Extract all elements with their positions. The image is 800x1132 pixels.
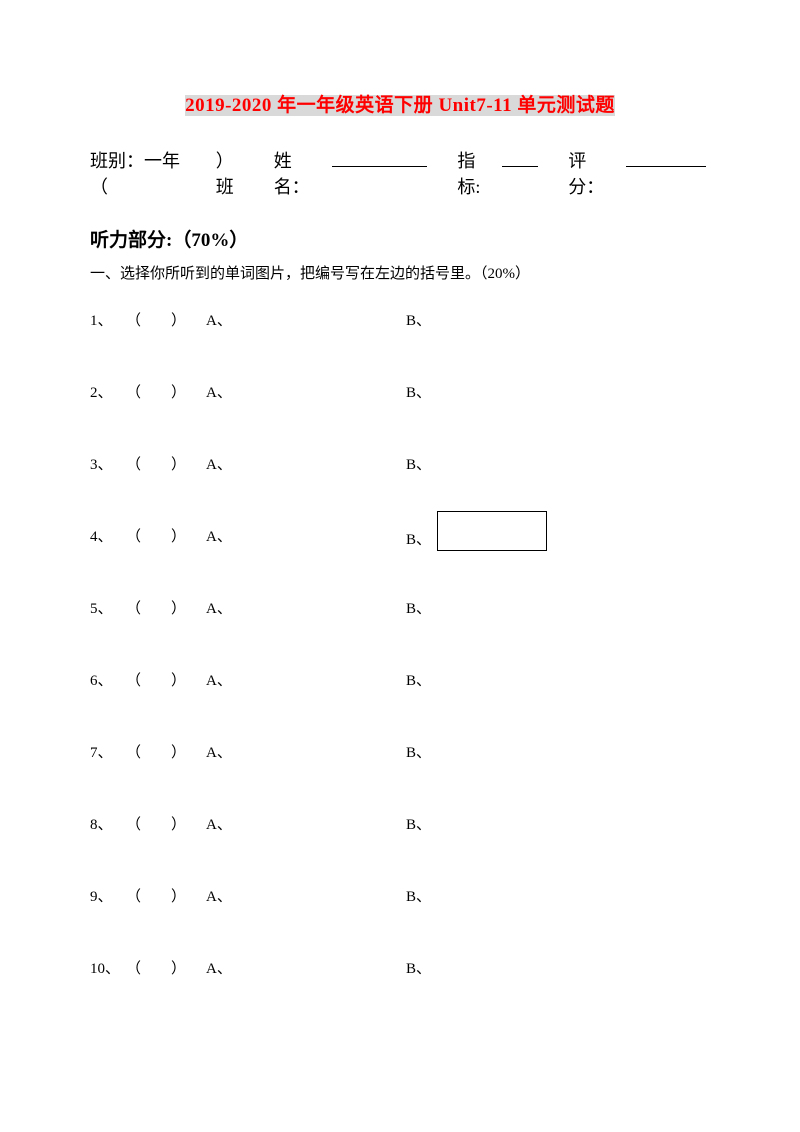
option-a: A、 [206,957,406,978]
option-a: A、 [206,813,406,834]
question-row: 10、（ ）A、B、 [90,957,710,1029]
answer-paren[interactable]: （ ） [126,885,206,906]
option-b: B、 [406,597,431,618]
question-row: 7、（ ）A、B、 [90,741,710,813]
question-number: 7、 [90,741,126,762]
option-a: A、 [206,597,406,618]
info-line: 班别：一年（ ）班 姓名： 指标: 评分： [90,147,710,199]
answer-paren[interactable]: （ ） [126,813,206,834]
question-list: 1、（ ）A、B、2、（ ）A、B、3、（ ）A、B、4、（ ）A、B、5、（ … [90,309,710,1029]
question-number: 8、 [90,813,126,834]
option-a: A、 [206,741,406,762]
title-part1: 2019-2020 [185,95,272,116]
option-a: A、 [206,309,406,330]
name-label: 姓名： [274,147,328,199]
question-row: 8、（ ）A、B、 [90,813,710,885]
question-row: 5、（ ）A、B、 [90,597,710,669]
option-b: B、 [406,381,431,402]
question-row: 3、（ ）A、B、 [90,453,710,525]
option-b: B、 [406,309,431,330]
answer-paren[interactable]: （ ） [126,741,206,762]
title-part3: Unit7-11 [438,95,512,116]
question-number: 3、 [90,453,126,474]
title-part2: 年一年级英语下册 [272,95,439,116]
question-number: 10、 [90,957,126,978]
target-blank[interactable] [502,149,538,167]
question-number: 5、 [90,597,126,618]
question-row: 1、（ ）A、B、 [90,309,710,381]
title-part4: 单元测试题 [512,95,615,116]
score-blank[interactable] [626,149,706,167]
answer-paren[interactable]: （ ） [126,381,206,402]
option-b: B、 [406,525,547,551]
option-a: A、 [206,669,406,690]
class-suffix: ）班 [216,147,252,199]
question-row: 9、（ ）A、B、 [90,885,710,957]
question-row: 4、（ ）A、B、 [90,525,710,597]
answer-paren[interactable]: （ ） [126,957,206,978]
answer-paren[interactable]: （ ） [126,597,206,618]
answer-box [437,511,547,551]
answer-paren[interactable]: （ ） [126,453,206,474]
question-number: 4、 [90,525,126,546]
option-b: B、 [406,669,431,690]
answer-paren[interactable]: （ ） [126,669,206,690]
option-b: B、 [406,957,431,978]
question-number: 9、 [90,885,126,906]
question-row: 2、（ ）A、B、 [90,381,710,453]
target-label: 指标: [457,147,498,199]
class-label: 班别：一年（ [90,147,198,199]
option-b: B、 [406,741,431,762]
option-a: A、 [206,885,406,906]
option-a: A、 [206,381,406,402]
option-b: B、 [406,885,431,906]
option-b: B、 [406,813,431,834]
question-number: 2、 [90,381,126,402]
score-label: 评分： [568,147,622,199]
section-instruction: 一、选择你所听到的单词图片，把编号写在左边的括号里。（20%） [90,262,710,283]
answer-paren[interactable]: （ ） [126,525,206,546]
question-number: 6、 [90,669,126,690]
name-blank[interactable] [332,149,428,167]
page-title: 2019-2020 年一年级英语下册 Unit7-11 单元测试题 [90,90,710,117]
option-a: A、 [206,453,406,474]
section-heading: 听力部分:（70%） [90,225,710,252]
answer-paren[interactable]: （ ） [126,309,206,330]
option-a: A、 [206,525,406,546]
question-number: 1、 [90,309,126,330]
option-b: B、 [406,453,431,474]
question-row: 6、（ ）A、B、 [90,669,710,741]
